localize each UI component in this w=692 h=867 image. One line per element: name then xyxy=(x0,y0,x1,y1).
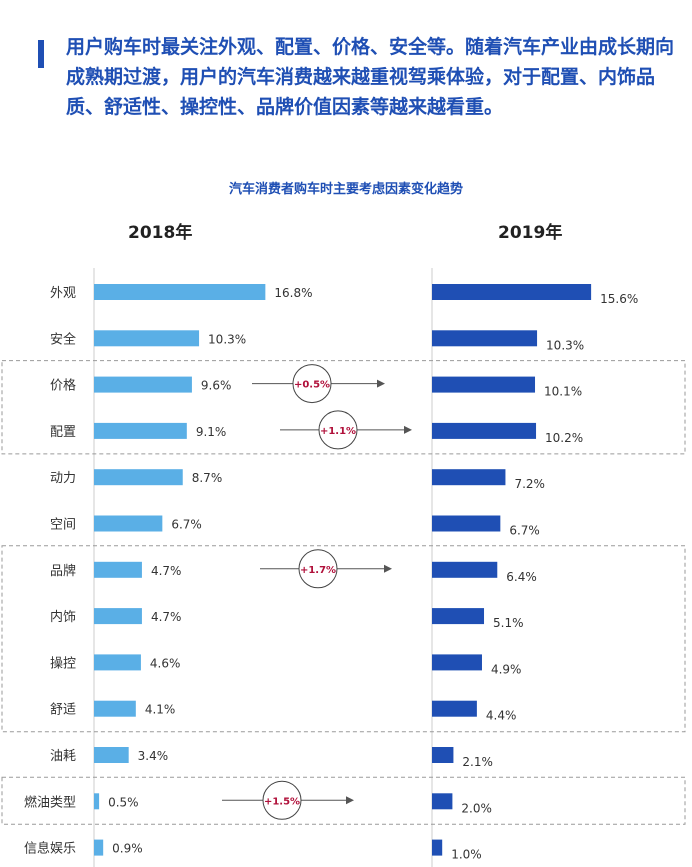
category-label-7: 内饰 xyxy=(50,609,76,625)
bar-2018-2 xyxy=(94,376,192,393)
chart-title: 汽车消费者购车时主要考虑因素变化趋势 xyxy=(228,182,463,197)
bar-2018-7 xyxy=(94,608,142,625)
bar-2019-8 xyxy=(432,654,482,671)
bar-2018-10 xyxy=(94,747,129,763)
value-label-2019-3: 10.2% xyxy=(545,431,583,445)
value-label-2019-0: 15.6% xyxy=(600,292,638,306)
value-label-2019-7: 5.1% xyxy=(493,616,524,630)
value-label-2018-7: 4.7% xyxy=(151,610,182,624)
category-label-10: 油耗 xyxy=(50,749,76,764)
bar-2019-0 xyxy=(432,284,592,300)
bar-2019-2 xyxy=(432,376,536,393)
category-label-9: 舒适 xyxy=(50,703,76,718)
value-label-2018-2: 9.6% xyxy=(201,379,232,393)
bar-2019-6 xyxy=(432,561,498,578)
category-label-12: 信息娱乐 xyxy=(24,841,76,857)
value-label-2018-1: 10.3% xyxy=(208,332,246,346)
value-label-2018-10: 3.4% xyxy=(138,749,169,763)
change-label-3: +1.5% xyxy=(264,796,300,807)
change-arrowhead-2 xyxy=(384,564,392,573)
value-label-2019-1: 10.3% xyxy=(546,338,584,352)
value-label-2019-6: 6.4% xyxy=(506,570,537,584)
series-2018-label: 2018年 xyxy=(128,223,193,243)
bar-2019-3 xyxy=(432,422,537,439)
bar-2018-4 xyxy=(94,469,183,486)
bar-2018-3 xyxy=(94,422,187,439)
value-label-2018-12: 0.9% xyxy=(112,842,142,856)
bar-2018-11 xyxy=(94,793,100,810)
heading-accent-bar xyxy=(38,40,44,68)
value-label-2018-8: 4.6% xyxy=(150,656,181,670)
value-label-2018-9: 4.1% xyxy=(145,703,176,717)
bar-2019-1 xyxy=(432,330,538,347)
value-label-2019-9: 4.4% xyxy=(486,709,517,723)
bar-2019-4 xyxy=(432,469,506,486)
value-label-2018-3: 9.1% xyxy=(196,425,227,439)
bar-2018-9 xyxy=(94,700,136,717)
value-label-2018-11: 0.5% xyxy=(108,795,139,809)
heading-text: 用户购车时最关注外观、配置、价格、安全等。随着汽车产业由成长期向成熟期过渡，用户… xyxy=(66,36,675,118)
category-label-5: 空间 xyxy=(50,518,76,533)
change-circle-1 xyxy=(318,410,358,450)
change-arrowhead-1 xyxy=(404,425,412,434)
bar-2018-5 xyxy=(94,515,163,532)
value-label-2018-6: 4.7% xyxy=(151,564,182,578)
category-label-8: 操控 xyxy=(50,655,76,671)
change-arrowhead-3 xyxy=(346,796,354,805)
change-circle-2 xyxy=(298,549,338,589)
series-2019-label: 2019年 xyxy=(498,223,563,243)
group-box-0 xyxy=(1,360,686,455)
bar-2018-12 xyxy=(94,839,104,856)
change-arrowhead-0 xyxy=(377,379,385,388)
value-label-2019-2: 10.1% xyxy=(544,385,582,399)
change-label-1: +1.1% xyxy=(320,426,356,437)
group-box-2 xyxy=(1,776,686,825)
bar-2018-1 xyxy=(94,330,200,347)
category-label-11: 燃油类型 xyxy=(24,794,76,810)
bar-2019-9 xyxy=(432,700,477,717)
category-label-2: 价格 xyxy=(50,378,76,394)
bar-2019-5 xyxy=(432,515,501,532)
category-label-6: 品牌 xyxy=(50,563,76,579)
bar-2019-10 xyxy=(432,747,454,763)
category-label-3: 配置 xyxy=(50,425,76,440)
value-label-2019-4: 7.2% xyxy=(514,477,545,491)
change-circle-0 xyxy=(292,364,332,404)
bar-2019-7 xyxy=(432,608,485,625)
change-circle-3 xyxy=(262,780,302,820)
change-label-2: +1.7% xyxy=(300,565,336,576)
category-label-0: 外观 xyxy=(50,286,76,301)
value-label-2018-4: 8.7% xyxy=(192,471,223,485)
value-label-2018-5: 6.7% xyxy=(171,518,202,532)
value-label-2019-11: 2.0% xyxy=(461,801,492,815)
value-label-2019-5: 6.7% xyxy=(509,524,539,538)
change-label-0: +0.5% xyxy=(294,380,330,391)
bar-2018-8 xyxy=(94,654,141,671)
bar-2019-11 xyxy=(432,793,453,810)
bar-2018-6 xyxy=(94,561,142,578)
value-label-2019-12: 1.0% xyxy=(451,848,482,862)
value-label-2019-8: 4.9% xyxy=(491,662,521,676)
value-label-2018-0: 16.8% xyxy=(274,286,312,300)
bar-2018-0 xyxy=(94,284,266,300)
category-label-1: 安全 xyxy=(50,331,76,347)
category-label-4: 动力 xyxy=(50,471,76,486)
bar-2019-12 xyxy=(432,839,443,856)
value-label-2019-10: 2.1% xyxy=(462,755,493,769)
